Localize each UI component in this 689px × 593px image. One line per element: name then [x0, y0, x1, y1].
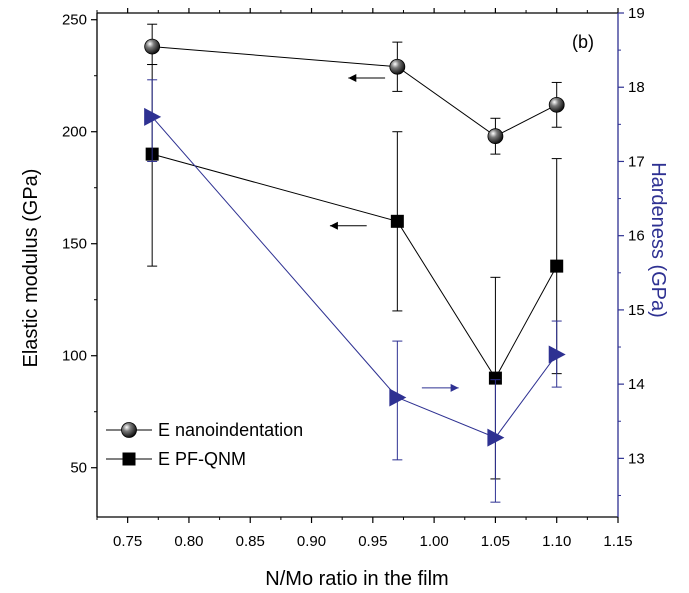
- series-line: [152, 153, 558, 380]
- x-tick-label: 0.95: [358, 533, 387, 550]
- direction-arrow-head: [348, 73, 357, 82]
- x-tick-label: 0.75: [113, 533, 142, 550]
- y-axis-title: Elastic modulus (GPa): [20, 169, 42, 368]
- sphere-marker: [548, 96, 565, 113]
- y2-tick-label: 14: [628, 376, 645, 393]
- square-marker: [488, 371, 502, 385]
- x-tick-label: 0.90: [297, 533, 326, 550]
- y-tick-label: 50: [70, 460, 87, 477]
- x-tick-label: 1.05: [481, 533, 510, 550]
- axes-layer: 0.75 0.80 0.85 0.90 0.95 1.00 1.05 1.10 1.15 50 10…: [62, 5, 645, 550]
- square-marker: [550, 259, 564, 273]
- y2-axis-title: Hardeness (GPa): [647, 162, 669, 318]
- y-tick-label: 250: [62, 12, 87, 29]
- x-tick-label: 0.85: [236, 533, 265, 550]
- square-marker: [122, 452, 136, 466]
- sphere-marker: [144, 38, 161, 55]
- y-tick-label: 200: [62, 124, 87, 141]
- series-group: [144, 79, 566, 503]
- triangle-marker: [487, 428, 505, 447]
- legend-label: E nanoindentation: [158, 420, 303, 440]
- x-axis-title: N/Mo ratio in the film: [265, 568, 448, 590]
- y-tick-label: 150: [62, 236, 87, 253]
- series-line: [152, 46, 557, 137]
- triangle-marker: [548, 345, 566, 364]
- y2-tick-label: 17: [628, 153, 645, 170]
- square-marker: [390, 214, 404, 228]
- series-line: [151, 116, 558, 439]
- y2-tick-label: 13: [628, 450, 645, 467]
- series-layer: [144, 23, 566, 503]
- panel-label: (b): [572, 32, 594, 52]
- x-tick-label: 1.10: [542, 533, 571, 550]
- x-tick-label: 1.00: [420, 533, 449, 550]
- sphere-marker: [389, 58, 406, 75]
- triangle-marker: [389, 388, 407, 407]
- y2-tick-label: 16: [628, 228, 645, 245]
- sphere-marker: [487, 128, 504, 145]
- legend: E nanoindentation E PF-QNM: [106, 420, 303, 469]
- y2-tick-label: 18: [628, 79, 645, 96]
- x-tick-label: 1.15: [603, 533, 632, 550]
- sphere-marker: [121, 422, 137, 438]
- y-tick-label: 100: [62, 348, 87, 365]
- y2-tick-label: 19: [628, 5, 645, 22]
- series-group: [145, 64, 564, 480]
- series-group: [144, 23, 565, 155]
- x-tick-label: 0.80: [174, 533, 203, 550]
- legend-label: E PF-QNM: [158, 449, 246, 469]
- direction-arrow-head: [450, 383, 459, 392]
- y2-tick-label: 15: [628, 302, 645, 319]
- triangle-marker: [144, 107, 162, 126]
- direction-arrow-head: [329, 221, 338, 230]
